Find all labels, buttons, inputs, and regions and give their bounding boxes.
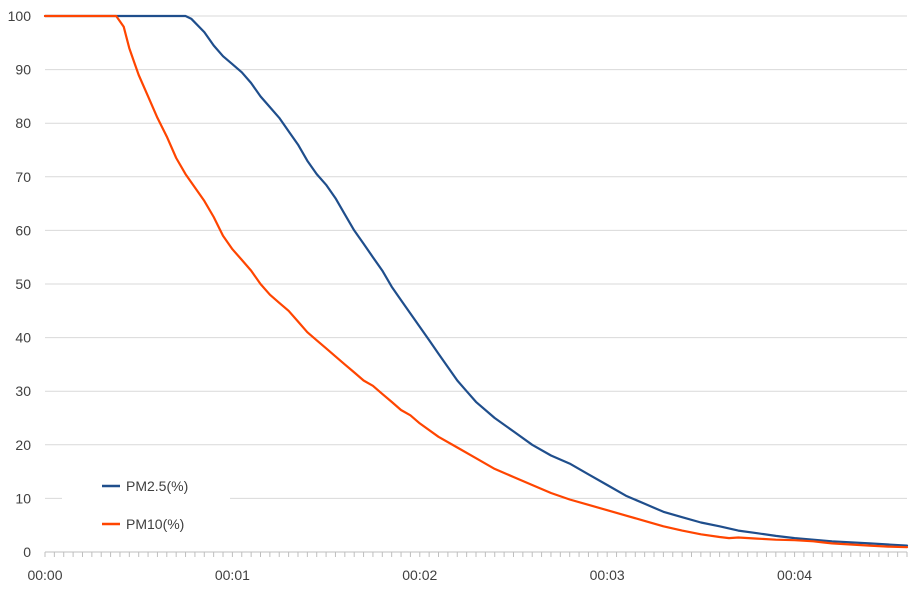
series-line-pm25 <box>43 14 909 547</box>
y-tick-label: 80 <box>15 115 31 131</box>
legend: PM2.5(%) PM10(%) <box>62 470 230 540</box>
y-tick-label: 0 <box>23 544 31 560</box>
y-tick-label: 10 <box>15 490 31 506</box>
legend-box <box>62 470 230 540</box>
legend-label: PM2.5(%) <box>126 478 188 494</box>
x-tick-label: 00:03 <box>590 567 625 583</box>
x-tick-label: 00:02 <box>402 567 437 583</box>
y-tick-label: 20 <box>15 437 31 453</box>
y-tick-label: 90 <box>15 62 31 78</box>
axes: 0 10 20 30 40 50 60 70 80 90 100 00:00 00:01 00:02 00:… <box>8 8 908 583</box>
y-tick-label: 50 <box>15 276 31 292</box>
y-tick-label: 30 <box>15 383 31 399</box>
legend-label: PM10(%) <box>126 516 184 532</box>
y-tick-label: 100 <box>8 8 32 24</box>
y-tick-label: 40 <box>15 330 31 346</box>
x-tick-label: 00:00 <box>27 567 62 583</box>
y-tick-label: 60 <box>15 222 31 238</box>
y-tick-label: 70 <box>15 169 31 185</box>
x-tick-label: 00:04 <box>777 567 812 583</box>
series-line-pm10 <box>43 14 909 549</box>
x-tick-label: 00:01 <box>215 567 250 583</box>
grid <box>45 15 907 499</box>
series <box>43 14 909 549</box>
